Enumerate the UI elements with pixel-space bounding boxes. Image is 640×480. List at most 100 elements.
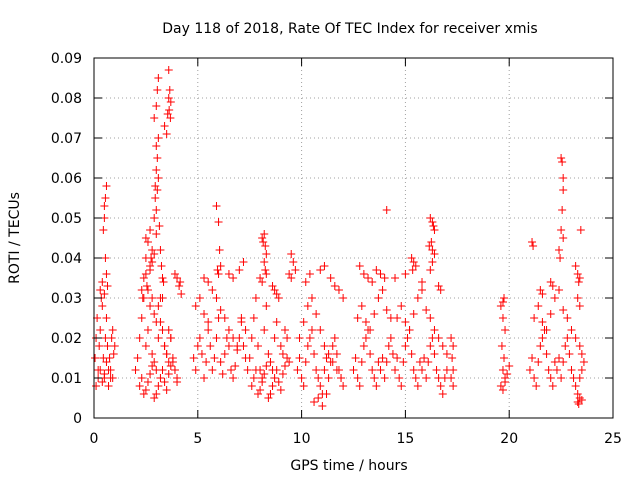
- data-point: [191, 366, 200, 374]
- data-point: [364, 274, 373, 282]
- data-point: [407, 254, 416, 262]
- data-point: [310, 350, 319, 358]
- data-point: [428, 246, 437, 254]
- data-point: [372, 266, 381, 274]
- data-point: [214, 270, 223, 278]
- data-point: [322, 390, 331, 398]
- data-point: [143, 378, 152, 386]
- data-point: [109, 350, 118, 358]
- data-point: [339, 382, 348, 390]
- data-point: [104, 382, 113, 390]
- data-point: [135, 382, 144, 390]
- data-point: [224, 326, 233, 334]
- data-point: [316, 266, 325, 274]
- data-point: [107, 334, 116, 342]
- data-point: [262, 302, 271, 310]
- data-point: [158, 274, 167, 282]
- data-point: [96, 286, 105, 294]
- data-point: [100, 290, 109, 298]
- data-point: [575, 302, 584, 310]
- data-point: [224, 270, 233, 278]
- data-point: [498, 386, 507, 394]
- data-point: [326, 274, 335, 282]
- data-point: [175, 282, 184, 290]
- data-point: [133, 354, 142, 362]
- data-point: [195, 334, 204, 342]
- data-point: [274, 294, 283, 302]
- data-point: [162, 130, 171, 138]
- data-point: [146, 370, 155, 378]
- data-point: [231, 362, 240, 370]
- data-point: [530, 374, 539, 382]
- data-point: [258, 278, 267, 286]
- data-point: [337, 374, 346, 382]
- data-point: [536, 286, 545, 294]
- data-point: [262, 270, 271, 278]
- data-point: [262, 250, 271, 258]
- data-point: [401, 318, 410, 326]
- data-point: [559, 234, 568, 242]
- data-point: [165, 106, 174, 114]
- data-point: [95, 342, 104, 350]
- data-point: [426, 214, 435, 222]
- data-point: [92, 382, 101, 390]
- data-point: [160, 378, 169, 386]
- data-point: [297, 374, 306, 382]
- data-point: [408, 266, 417, 274]
- data-point: [164, 66, 173, 74]
- data-point: [355, 262, 364, 270]
- data-point: [293, 366, 302, 374]
- data-point: [395, 374, 404, 382]
- data-point: [96, 366, 105, 374]
- data-point: [505, 362, 514, 370]
- data-point: [233, 342, 242, 350]
- data-point: [328, 342, 337, 350]
- data-point: [525, 366, 534, 374]
- x-tick-label: 0: [90, 431, 99, 447]
- data-point: [438, 390, 447, 398]
- x-tick-label: 10: [293, 431, 311, 447]
- data-point: [137, 374, 146, 382]
- data-point: [334, 286, 343, 294]
- data-point: [139, 390, 148, 398]
- data-point: [559, 174, 568, 182]
- data-point: [152, 230, 161, 238]
- data-point: [429, 222, 438, 230]
- data-point: [430, 326, 439, 334]
- data-point: [368, 278, 377, 286]
- data-point: [98, 302, 107, 310]
- data-point: [530, 314, 539, 322]
- data-point: [99, 226, 108, 234]
- data-point: [557, 154, 566, 162]
- x-axis-title: GPS time / hours: [290, 458, 407, 474]
- data-point: [260, 230, 269, 238]
- data-point: [101, 254, 110, 262]
- data-point: [155, 222, 164, 230]
- data-point: [498, 314, 507, 322]
- data-point: [268, 382, 277, 390]
- data-point: [497, 342, 506, 350]
- data-point: [258, 378, 267, 386]
- data-point: [164, 358, 173, 366]
- data-point: [152, 318, 161, 326]
- data-point: [212, 334, 221, 342]
- data-point: [213, 266, 222, 274]
- data-point: [428, 258, 437, 266]
- data-point: [577, 350, 586, 358]
- data-point: [168, 354, 177, 362]
- data-point: [166, 98, 175, 106]
- data-point: [262, 362, 271, 370]
- data-point: [409, 310, 418, 318]
- data-point: [314, 374, 323, 382]
- data-point: [328, 358, 337, 366]
- data-point: [436, 286, 445, 294]
- data-point: [366, 350, 375, 358]
- data-point: [153, 154, 162, 162]
- data-point: [254, 342, 263, 350]
- data-point: [170, 270, 179, 278]
- data-point: [546, 278, 555, 286]
- data-point: [159, 278, 168, 286]
- data-point: [154, 382, 163, 390]
- data-point: [558, 206, 567, 214]
- data-point: [305, 334, 314, 342]
